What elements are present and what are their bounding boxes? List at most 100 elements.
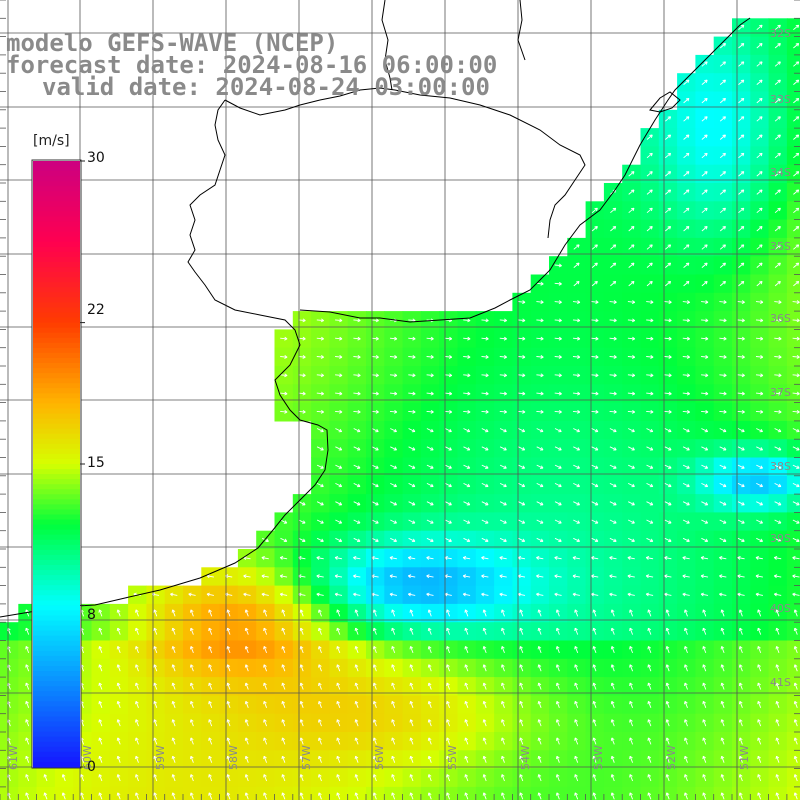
- wind-arrow: [481, 574, 489, 579]
- colorbar-segment: [33, 479, 80, 485]
- wind-arrow: [444, 409, 453, 414]
- wind-arrow: [720, 682, 725, 690]
- wind-arrow: [353, 574, 361, 579]
- latitude-label: 41S: [770, 676, 791, 689]
- wind-arrow: [555, 719, 560, 727]
- wind-arrow: [665, 171, 672, 177]
- wind-arrow: [554, 373, 562, 378]
- wind-arrow: [756, 482, 763, 488]
- wind-arrow: [25, 664, 30, 672]
- wind-arrow: [426, 555, 434, 560]
- wind-arrow: [372, 719, 377, 727]
- wind-arrow: [316, 537, 324, 543]
- wind-arrow: [116, 719, 121, 727]
- wind-arrow: [171, 700, 176, 708]
- wind-arrow: [756, 262, 763, 268]
- wind-arrow: [774, 482, 782, 488]
- wind-arrow: [682, 519, 690, 524]
- wind-arrow: [426, 446, 434, 451]
- wind-arrow: [609, 300, 617, 305]
- wind-arrow: [519, 719, 524, 727]
- wind-cell: [786, 640, 800, 660]
- wind-arrow: [719, 43, 726, 49]
- wind-arrow: [316, 446, 324, 451]
- wind-arrow: [464, 682, 469, 690]
- wind-arrow: [774, 336, 782, 341]
- wind-arrow: [591, 226, 598, 232]
- wind-arrow: [518, 300, 526, 305]
- wind-arrow: [701, 318, 709, 323]
- wind-arrow: [407, 555, 416, 560]
- wind-arrow: [537, 719, 542, 727]
- wind-arrow: [335, 464, 343, 469]
- wind-arrow: [756, 43, 763, 49]
- wind-arrow: [206, 574, 214, 579]
- wind-arrow: [719, 97, 726, 104]
- wind-arrow: [757, 627, 762, 635]
- wind-arrow: [719, 244, 726, 250]
- wind-arrow: [629, 664, 634, 672]
- wind-arrow: [536, 428, 544, 433]
- wind-arrow: [536, 519, 544, 524]
- wind-arrow: [647, 719, 652, 727]
- wind-arrow: [426, 592, 434, 597]
- wind-arrow: [737, 391, 745, 396]
- wind-arrow: [226, 700, 231, 708]
- wind-arrow: [775, 646, 780, 654]
- wind-arrow: [261, 555, 269, 560]
- wind-arrow: [774, 537, 782, 543]
- wind-arrow: [189, 719, 194, 727]
- wind-arrow: [188, 592, 196, 597]
- wind-arrow: [409, 627, 414, 635]
- wind-arrow: [664, 464, 672, 469]
- wind-arrow: [646, 446, 654, 451]
- wind-arrow: [390, 501, 397, 506]
- wind-arrow: [335, 482, 343, 488]
- wind-arrow: [481, 409, 489, 414]
- wind-arrow: [299, 719, 304, 727]
- wind-arrow: [756, 446, 763, 451]
- wind-arrow: [499, 318, 507, 323]
- wind-arrow: [755, 355, 764, 359]
- latitude-label: 33S: [770, 93, 791, 106]
- wind-arrow: [171, 719, 176, 727]
- colorbar-segment: [33, 206, 80, 213]
- wind-cell: [786, 786, 800, 800]
- wind-arrow: [682, 482, 690, 488]
- wind-arrow: [244, 664, 249, 672]
- wind-arrow: [336, 719, 341, 727]
- wind-arrow: [555, 609, 560, 617]
- colorbar-segment: [33, 610, 80, 617]
- wind-arrow: [627, 409, 636, 414]
- wind-arrow: [591, 207, 598, 214]
- wind-arrow: [481, 391, 489, 396]
- wind-arrow: [682, 391, 690, 396]
- wind-arrow: [537, 700, 542, 708]
- wind-arrow: [683, 226, 690, 232]
- wind-arrow: [774, 391, 782, 396]
- wind-arrow: [701, 61, 708, 67]
- wind-arrow: [226, 664, 231, 672]
- wind-arrow: [316, 318, 324, 323]
- wind-cell: [786, 219, 800, 239]
- wind-arrow: [536, 537, 544, 543]
- wind-arrow: [554, 318, 562, 323]
- wind-arrow: [316, 391, 324, 396]
- colorbar-segment: [33, 428, 80, 435]
- wind-arrow: [353, 482, 361, 488]
- wind-cell: [786, 164, 800, 184]
- wind-arrow: [391, 700, 396, 708]
- wind-arrow: [499, 428, 507, 433]
- wind-arrow: [353, 464, 361, 469]
- wind-arrow: [280, 537, 288, 543]
- latitude-label: 40S: [770, 602, 791, 615]
- wind-arrow: [318, 737, 322, 745]
- colorbar-segment: [33, 736, 80, 743]
- wind-arrow: [775, 664, 780, 672]
- wind-arrow: [499, 446, 507, 451]
- wind-arrow: [409, 700, 414, 708]
- wind-arrow: [353, 336, 361, 341]
- wind-arrow: [737, 409, 745, 414]
- wind-arrow: [336, 627, 341, 635]
- wind-arrow: [665, 262, 672, 268]
